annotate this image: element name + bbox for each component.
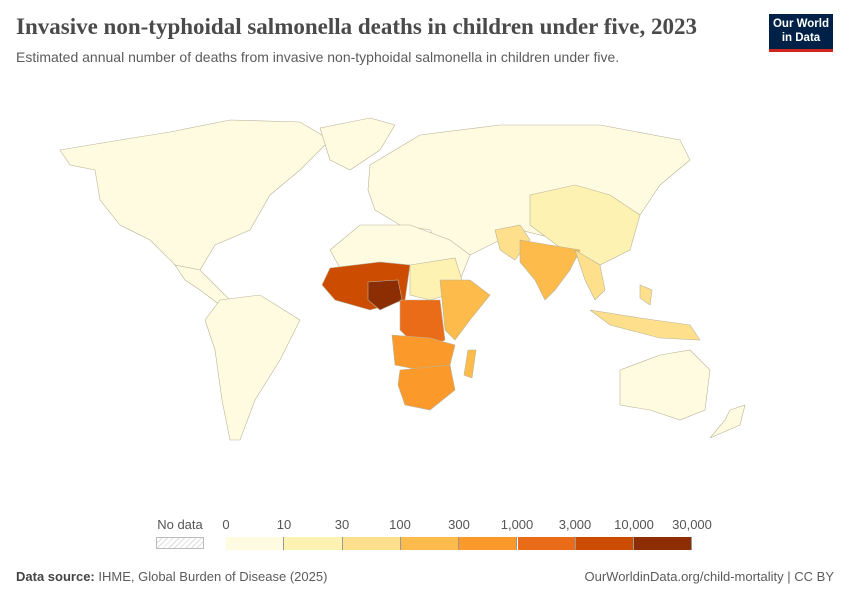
philippines[interactable] <box>639 284 653 306</box>
legend-tick: 10,000 <box>614 517 654 532</box>
new-zealand[interactable] <box>709 404 746 439</box>
angola-zambia[interactable] <box>391 334 456 371</box>
legend-tick: 300 <box>448 517 470 532</box>
south-america[interactable] <box>204 294 301 441</box>
legend-no-data-label: No data <box>157 517 203 532</box>
legend-swatch[interactable] <box>226 537 285 550</box>
southern-africa[interactable] <box>397 364 456 411</box>
legend-swatch[interactable] <box>459 537 518 550</box>
legend-swatch[interactable] <box>284 537 343 550</box>
legend-swatch[interactable] <box>517 537 576 550</box>
legend-tick: 30 <box>334 517 350 532</box>
indonesia[interactable] <box>589 309 701 341</box>
nigeria[interactable] <box>367 279 403 311</box>
legend-swatch[interactable] <box>342 537 401 550</box>
india[interactable] <box>519 239 581 301</box>
source-label: Data source: <box>16 569 95 584</box>
legend-swatch[interactable] <box>634 537 693 550</box>
australia[interactable] <box>619 349 711 421</box>
data-source: Data source: IHME, Global Burden of Dise… <box>16 569 327 584</box>
southeast-asia[interactable] <box>574 249 606 301</box>
world-map <box>59 117 746 441</box>
legend-no-data-swatch[interactable] <box>156 537 204 549</box>
logo-text: Our World in Data <box>772 18 829 44</box>
owid-logo[interactable]: Our World in Data <box>769 14 833 52</box>
legend-tick: 0 <box>222 517 230 532</box>
madagascar[interactable] <box>463 349 477 379</box>
source-text: IHME, Global Burden of Disease (2025) <box>98 569 328 584</box>
china[interactable] <box>529 184 641 266</box>
source-link[interactable]: OurWorldinData.org/child-mortality | CC … <box>584 569 835 584</box>
legend-tick: 100 <box>389 517 411 532</box>
greenland[interactable] <box>319 117 396 171</box>
legend-tick: 10 <box>276 517 292 532</box>
chart-subtitle: Estimated annual number of deaths from i… <box>16 49 620 65</box>
legend-swatch[interactable] <box>575 537 635 550</box>
legend-tick: 1,000 <box>500 517 534 532</box>
legend-swatch[interactable] <box>400 537 460 550</box>
legend-tick: 30,000 <box>672 517 712 532</box>
east-africa[interactable] <box>439 279 491 341</box>
color-legend: No data 0 10 30 100 300 1,000 3,000 10,0… <box>0 510 850 555</box>
chart-title: Invasive non-typhoidal salmonella deaths… <box>16 14 697 39</box>
legend-tick: 3,000 <box>558 517 592 532</box>
north-america[interactable] <box>59 119 331 271</box>
central-america[interactable] <box>174 264 231 306</box>
